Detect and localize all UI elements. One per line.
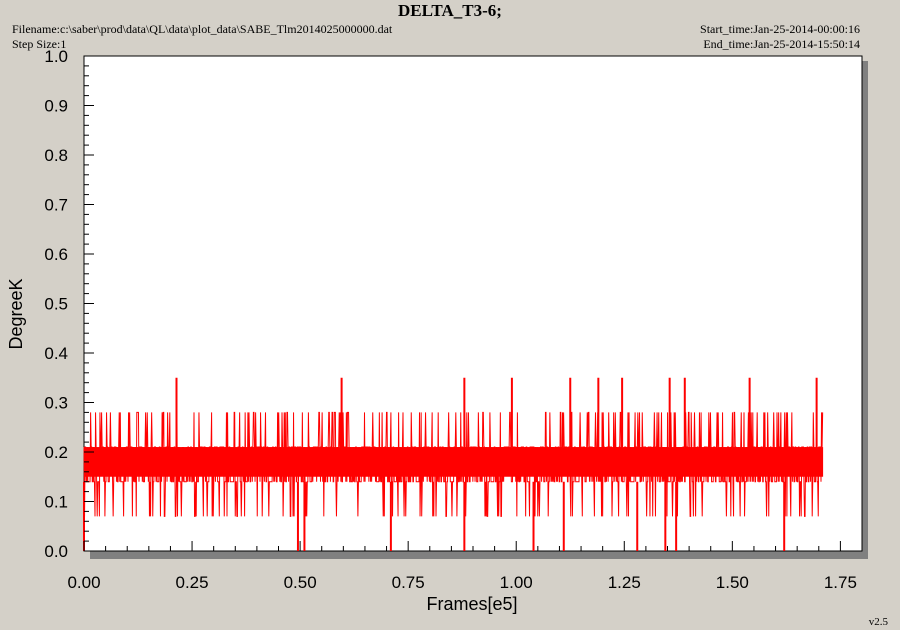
y-tick-label: 0.4 [44, 344, 68, 363]
series-trace [83, 411, 824, 517]
y-tick-label: 0.0 [44, 542, 68, 561]
y-tick-label: 0.7 [44, 196, 68, 215]
x-tick-label: 1.25 [608, 573, 641, 592]
y-tick-label: 0.2 [44, 443, 68, 462]
series-core-band [84, 447, 824, 477]
x-tick-label: 0.25 [176, 573, 209, 592]
y-tick-label: 0.3 [44, 394, 68, 413]
start-time-label: Start_time:Jan-25-2014-00:00:16 [700, 22, 860, 36]
y-axis-title: DegreeK [6, 278, 26, 349]
chart-title: DELTA_T3-6; [398, 1, 502, 20]
x-tick-label: 0.00 [67, 573, 100, 592]
y-tick-label: 0.8 [44, 146, 68, 165]
y-tick-label: 1.0 [44, 47, 68, 66]
series-line [83, 377, 824, 551]
axes: 0.0 0.1 0.2 0.3 0.4 0.5 0.6 0.7 0.8 0.9 1.0 0.00 0.2… [44, 47, 863, 592]
x-axis-title: Frames[e5] [426, 594, 517, 614]
y-tick-label: 0.6 [44, 245, 68, 264]
x-tick-label: 1.00 [500, 573, 533, 592]
end-time-label: End_time:Jan-25-2014-15:50:14 [703, 37, 860, 51]
x-tick-label: 1.75 [824, 573, 857, 592]
x-tick-label: 0.50 [284, 573, 317, 592]
filename-label: Filename:c:\saber\prod\data\QL\data\plot… [12, 22, 393, 36]
y-tick-label: 0.9 [44, 97, 68, 116]
y-tick-label: 0.5 [44, 295, 68, 314]
y-tick-label: 0.1 [44, 493, 68, 512]
x-tick-label: 1.50 [716, 573, 749, 592]
step-size-label: Step Size:1 [12, 37, 67, 51]
x-tick-label: 0.75 [392, 573, 425, 592]
version-label: v2.5 [868, 616, 888, 628]
